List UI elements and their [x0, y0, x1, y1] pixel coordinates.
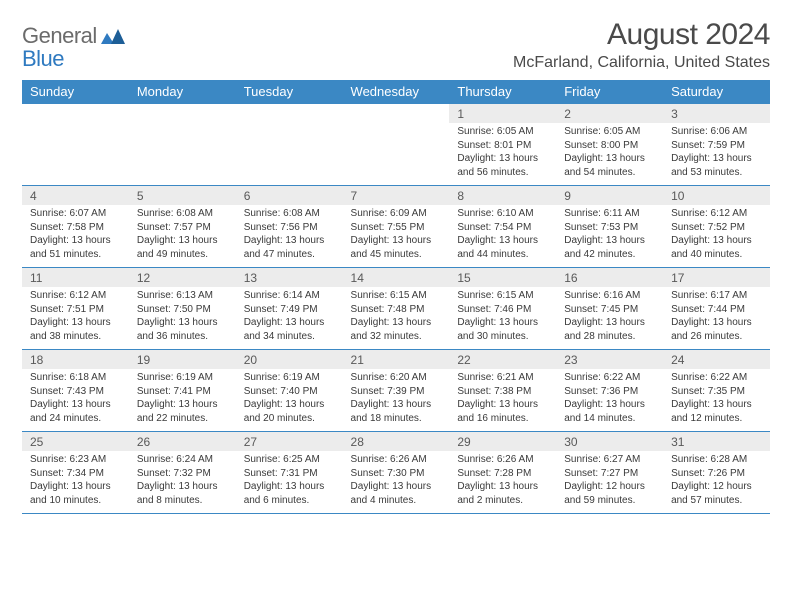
day-number-cell: 25 — [22, 432, 129, 452]
day-detail-cell: Sunrise: 6:22 AMSunset: 7:35 PMDaylight:… — [663, 369, 770, 432]
day-detail-cell: Sunrise: 6:07 AMSunset: 7:58 PMDaylight:… — [22, 205, 129, 268]
day-detail-cell: Sunrise: 6:12 AMSunset: 7:52 PMDaylight:… — [663, 205, 770, 268]
day-number-cell: 16 — [556, 268, 663, 288]
day-number-cell: 30 — [556, 432, 663, 452]
brand-word-1: General — [22, 23, 97, 48]
day-number-cell: 29 — [449, 432, 556, 452]
calendar-body: 123Sunrise: 6:05 AMSunset: 8:01 PMDaylig… — [22, 104, 770, 514]
day-detail-cell: Sunrise: 6:26 AMSunset: 7:30 PMDaylight:… — [343, 451, 450, 514]
day-number-cell: 21 — [343, 350, 450, 370]
day-detail-cell: Sunrise: 6:05 AMSunset: 8:00 PMDaylight:… — [556, 123, 663, 186]
day-detail-cell: Sunrise: 6:14 AMSunset: 7:49 PMDaylight:… — [236, 287, 343, 350]
day-detail-cell: Sunrise: 6:27 AMSunset: 7:27 PMDaylight:… — [556, 451, 663, 514]
day-detail-cell — [22, 123, 129, 186]
day-detail-cell: Sunrise: 6:10 AMSunset: 7:54 PMDaylight:… — [449, 205, 556, 268]
brand-mark-icon — [101, 25, 125, 50]
day-header: Friday — [556, 80, 663, 104]
location-subtitle: McFarland, California, United States — [513, 54, 770, 72]
day-number-cell: 2 — [556, 104, 663, 124]
day-number-cell: 6 — [236, 186, 343, 206]
day-detail-cell: Sunrise: 6:21 AMSunset: 7:38 PMDaylight:… — [449, 369, 556, 432]
calendar-head: SundayMondayTuesdayWednesdayThursdayFrid… — [22, 80, 770, 104]
day-number-cell: 5 — [129, 186, 236, 206]
day-number-cell: 7 — [343, 186, 450, 206]
day-header: Monday — [129, 80, 236, 104]
calendar-table: SundayMondayTuesdayWednesdayThursdayFrid… — [22, 80, 770, 514]
day-detail-cell: Sunrise: 6:15 AMSunset: 7:46 PMDaylight:… — [449, 287, 556, 350]
day-detail-cell: Sunrise: 6:08 AMSunset: 7:56 PMDaylight:… — [236, 205, 343, 268]
day-detail-cell: Sunrise: 6:24 AMSunset: 7:32 PMDaylight:… — [129, 451, 236, 514]
day-number-cell: 13 — [236, 268, 343, 288]
day-number-cell: 18 — [22, 350, 129, 370]
day-detail-cell: Sunrise: 6:28 AMSunset: 7:26 PMDaylight:… — [663, 451, 770, 514]
day-number-cell: 12 — [129, 268, 236, 288]
day-detail-cell: Sunrise: 6:20 AMSunset: 7:39 PMDaylight:… — [343, 369, 450, 432]
header: GeneralBlue August 2024 McFarland, Calif… — [22, 18, 770, 72]
day-detail-cell: Sunrise: 6:26 AMSunset: 7:28 PMDaylight:… — [449, 451, 556, 514]
day-header: Sunday — [22, 80, 129, 104]
day-detail-cell: Sunrise: 6:06 AMSunset: 7:59 PMDaylight:… — [663, 123, 770, 186]
day-header: Thursday — [449, 80, 556, 104]
day-detail-cell: Sunrise: 6:23 AMSunset: 7:34 PMDaylight:… — [22, 451, 129, 514]
day-detail-cell: Sunrise: 6:12 AMSunset: 7:51 PMDaylight:… — [22, 287, 129, 350]
day-number-cell: 27 — [236, 432, 343, 452]
day-number-cell: 10 — [663, 186, 770, 206]
day-detail-cell: Sunrise: 6:11 AMSunset: 7:53 PMDaylight:… — [556, 205, 663, 268]
day-number-cell: 17 — [663, 268, 770, 288]
day-number-cell: 31 — [663, 432, 770, 452]
day-detail-cell: Sunrise: 6:19 AMSunset: 7:40 PMDaylight:… — [236, 369, 343, 432]
day-number-cell: 23 — [556, 350, 663, 370]
day-number-cell: 11 — [22, 268, 129, 288]
day-header: Saturday — [663, 80, 770, 104]
day-detail-cell: Sunrise: 6:16 AMSunset: 7:45 PMDaylight:… — [556, 287, 663, 350]
day-number-cell: 3 — [663, 104, 770, 124]
day-number-cell: 19 — [129, 350, 236, 370]
day-number-cell: 8 — [449, 186, 556, 206]
day-detail-cell: Sunrise: 6:13 AMSunset: 7:50 PMDaylight:… — [129, 287, 236, 350]
day-number-cell: 22 — [449, 350, 556, 370]
day-detail-cell: Sunrise: 6:15 AMSunset: 7:48 PMDaylight:… — [343, 287, 450, 350]
day-detail-cell: Sunrise: 6:19 AMSunset: 7:41 PMDaylight:… — [129, 369, 236, 432]
day-number-cell: 20 — [236, 350, 343, 370]
day-header: Tuesday — [236, 80, 343, 104]
day-number-cell: 28 — [343, 432, 450, 452]
day-detail-cell — [343, 123, 450, 186]
day-detail-cell: Sunrise: 6:08 AMSunset: 7:57 PMDaylight:… — [129, 205, 236, 268]
day-number-cell: 4 — [22, 186, 129, 206]
day-detail-cell — [129, 123, 236, 186]
day-number-cell — [236, 104, 343, 124]
brand-logo: GeneralBlue — [22, 24, 123, 70]
day-detail-cell: Sunrise: 6:18 AMSunset: 7:43 PMDaylight:… — [22, 369, 129, 432]
day-number-cell: 26 — [129, 432, 236, 452]
day-detail-cell: Sunrise: 6:17 AMSunset: 7:44 PMDaylight:… — [663, 287, 770, 350]
day-detail-cell: Sunrise: 6:22 AMSunset: 7:36 PMDaylight:… — [556, 369, 663, 432]
day-detail-cell: Sunrise: 6:25 AMSunset: 7:31 PMDaylight:… — [236, 451, 343, 514]
day-number-cell: 14 — [343, 268, 450, 288]
day-detail-cell: Sunrise: 6:09 AMSunset: 7:55 PMDaylight:… — [343, 205, 450, 268]
brand-word-2: Blue — [22, 46, 64, 71]
day-number-cell — [22, 104, 129, 124]
month-title: August 2024 — [513, 18, 770, 52]
day-detail-cell: Sunrise: 6:05 AMSunset: 8:01 PMDaylight:… — [449, 123, 556, 186]
day-number-cell: 9 — [556, 186, 663, 206]
day-number-cell: 24 — [663, 350, 770, 370]
day-number-cell: 15 — [449, 268, 556, 288]
day-number-cell: 1 — [449, 104, 556, 124]
day-number-cell — [129, 104, 236, 124]
title-block: August 2024 McFarland, California, Unite… — [513, 18, 770, 72]
day-detail-cell — [236, 123, 343, 186]
day-header: Wednesday — [343, 80, 450, 104]
day-number-cell — [343, 104, 450, 124]
